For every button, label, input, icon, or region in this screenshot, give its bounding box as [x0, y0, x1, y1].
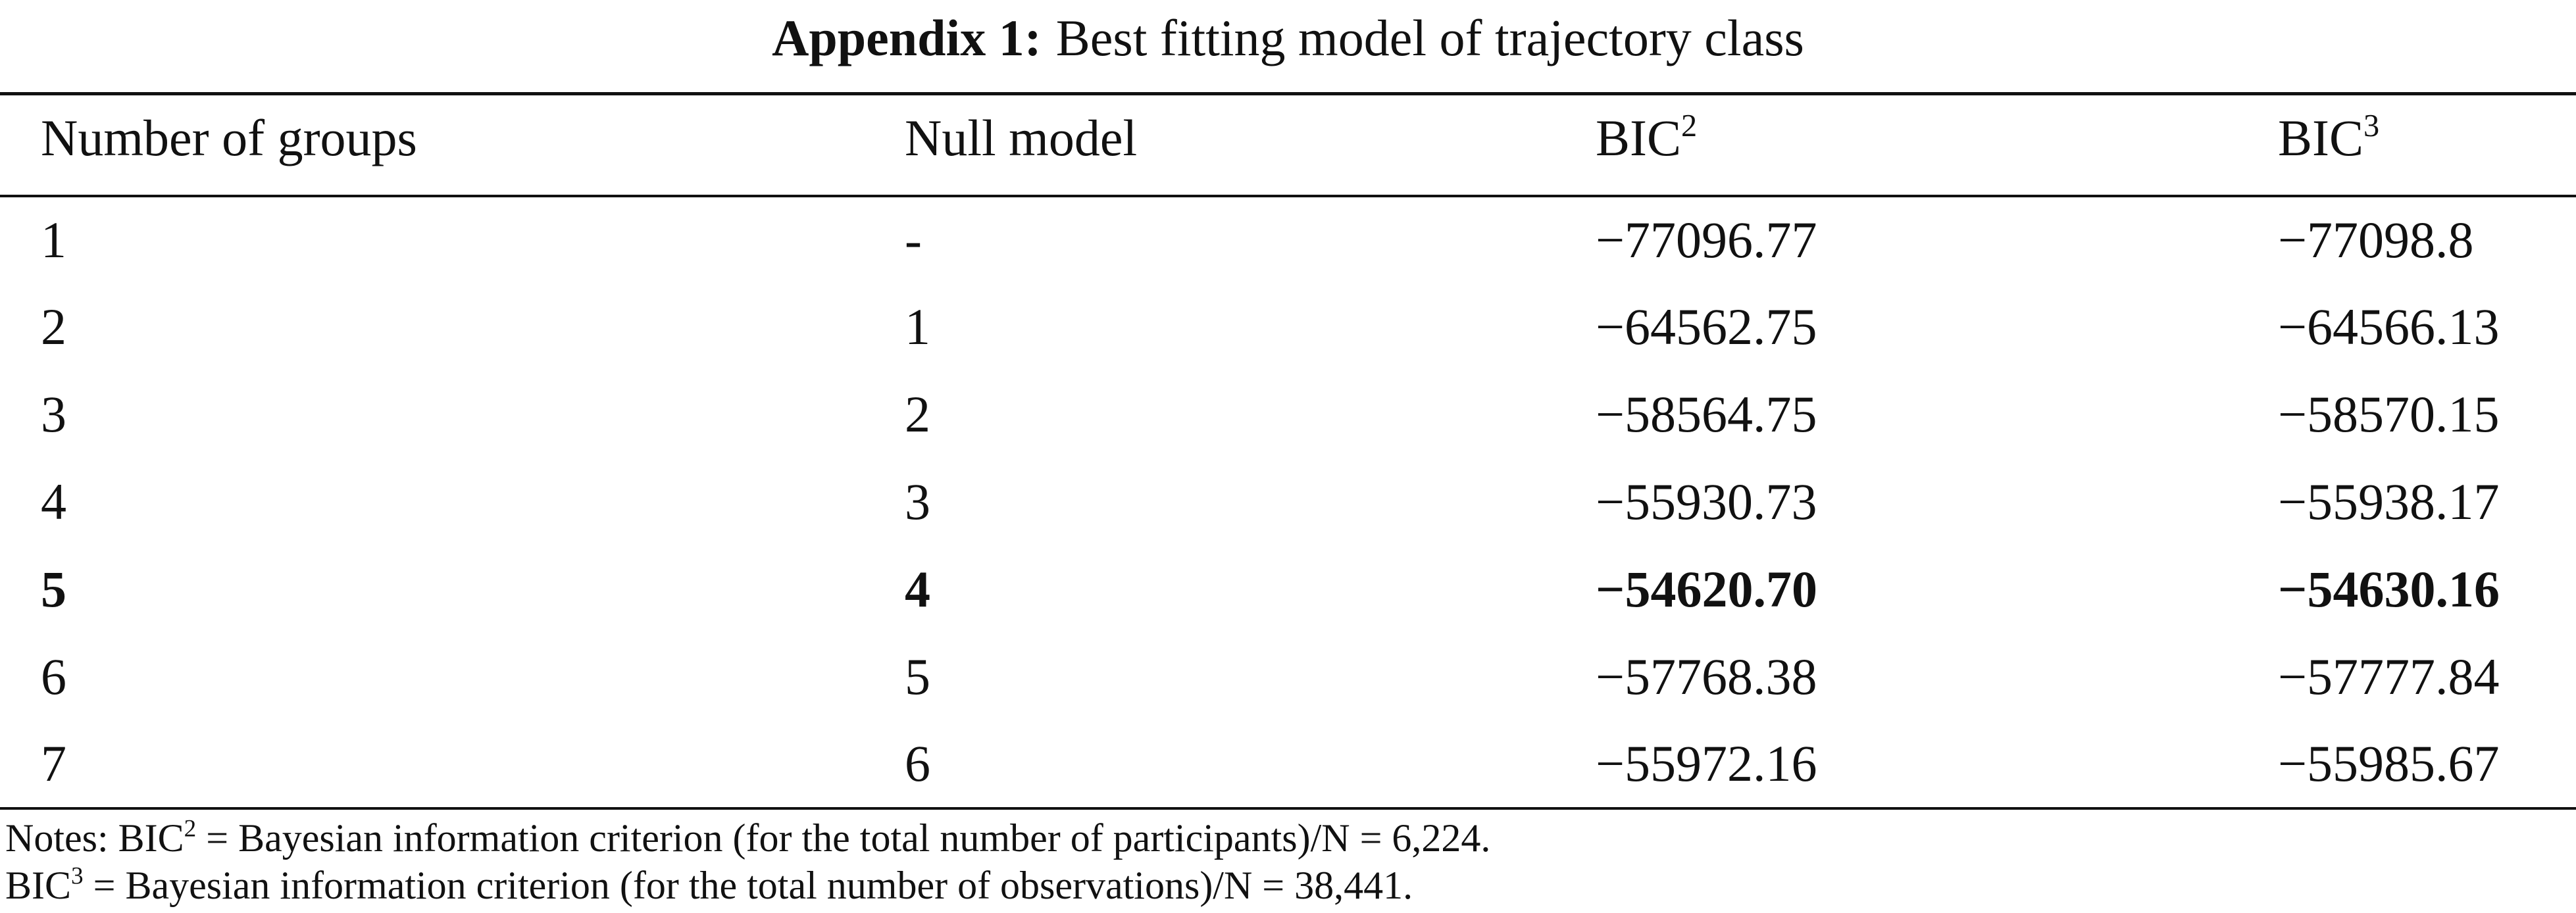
table-cell: −77098.8 — [2278, 211, 2474, 268]
table-header: Number of groups Null model BIC2 BIC3 — [0, 93, 2576, 196]
notes: Notes: BIC2 = Bayesian information crite… — [5, 814, 1490, 909]
table: Number of groups Null model BIC2 BIC3 1- −77… — [0, 92, 2576, 810]
header-cell: Null model — [905, 94, 1596, 196]
table-body: 1 - −77096.77 −77098.8 2 1 −64562.75 −64566.13 3… — [0, 196, 2576, 808]
table-row: 4 3 −55930.73 −55938.17 — [0, 458, 2576, 546]
title-text: Best fitting model of trajectory class — [1055, 9, 1804, 66]
table-cell: 1 — [41, 211, 66, 268]
note-text: BIC — [5, 864, 72, 907]
table-cell: 5 — [905, 648, 930, 705]
table-cell: −57768.38 — [1596, 648, 1817, 705]
note: Notes: BIC2 = Bayesian information crite… — [5, 814, 1490, 862]
note: BIC3 = Bayesian information criterion (f… — [5, 862, 1490, 909]
table-cell: 2 — [905, 385, 930, 443]
title-label: Appendix 1: — [772, 9, 1042, 66]
table-cell: −58570.15 — [2278, 385, 2500, 443]
header-cell: Number of groups — [0, 94, 905, 196]
table-cell: −57777.84 — [2278, 648, 2500, 705]
table-cell: 6 — [905, 735, 930, 792]
table-cell: −64562.75 — [1596, 298, 1817, 355]
header-text: Number of groups — [41, 109, 417, 167]
table-cell: −54630.16 — [2278, 560, 2500, 618]
table-row: 7 6 −55972.16 −55985.67 — [0, 721, 2576, 808]
table-row: 1 - −77096.77 −77098.8 — [0, 196, 2576, 284]
table-row: 3 2 −58564.75 −58570.15 — [0, 371, 2576, 458]
table-cell: 4 — [41, 473, 66, 530]
note-superscript: 3 — [71, 862, 84, 890]
header-superscript: 3 — [2363, 109, 2380, 144]
table-cell: −64566.13 — [2278, 298, 2500, 355]
header-superscript: 2 — [1681, 109, 1698, 144]
table-cell: 3 — [41, 385, 66, 443]
table-cell: −54620.70 — [1596, 560, 1817, 618]
title: Appendix 1: Best fitting model of traject… — [0, 5, 2576, 71]
header-row: Number of groups Null model BIC2 BIC3 — [0, 93, 2576, 196]
note-rest: = Bayesian information criterion (for th… — [196, 816, 1491, 860]
header-text: BIC — [2278, 109, 2364, 167]
table-cell: 1 — [905, 298, 930, 355]
table-cell: −55930.73 — [1596, 473, 1817, 530]
table-cell: 2 — [41, 298, 66, 355]
table-cell: 5 — [41, 560, 66, 618]
header-cell: BIC3 — [2278, 94, 2576, 196]
header-cell: BIC2 — [1596, 94, 2278, 196]
table-row: 5 4 −54620.70 −54630.16 — [0, 546, 2576, 633]
table-cell: −58564.75 — [1596, 385, 1817, 443]
table-cell: −55938.17 — [2278, 473, 2500, 530]
note-rest: = Bayesian information criterion (for th… — [83, 864, 1413, 907]
table-cell: −77096.77 — [1596, 211, 1817, 268]
table-cell: - — [905, 211, 922, 268]
table-cell: 3 — [905, 473, 930, 530]
header-text: BIC — [1596, 109, 1682, 167]
note-text: Notes: BIC — [5, 816, 184, 860]
table-cell: 4 — [905, 560, 930, 618]
note-superscript: 2 — [184, 815, 197, 843]
table-cell: −55972.16 — [1596, 735, 1817, 792]
table-cell: 6 — [41, 648, 66, 705]
table-row: 6 5 −57768.38 −57777.84 — [0, 633, 2576, 721]
table-row: 2 1 −64562.75 −64566.13 — [0, 284, 2576, 371]
header-text: Null model — [905, 109, 1138, 167]
table-cell: −55985.67 — [2278, 735, 2500, 792]
table-cell: 7 — [41, 735, 66, 792]
